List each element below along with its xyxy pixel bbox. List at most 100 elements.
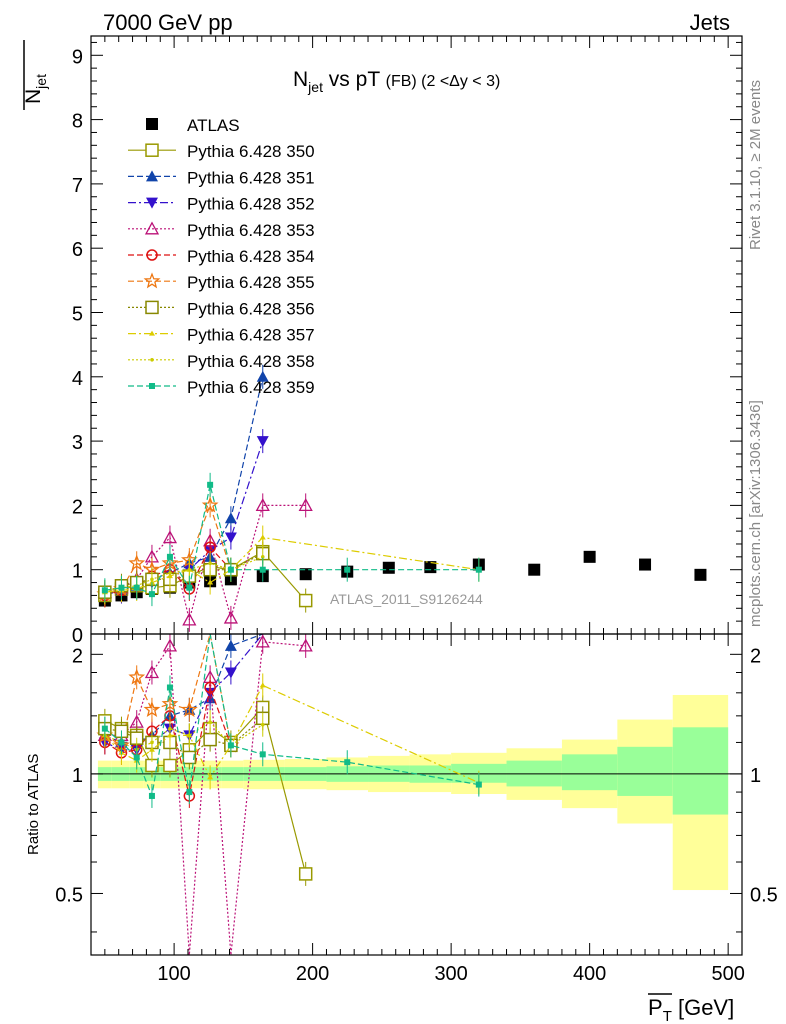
legend-marker: [143, 272, 161, 289]
svg-text:Njet: Njet: [22, 74, 49, 104]
ratio-data-point: [150, 740, 154, 745]
legend-marker: [149, 330, 155, 336]
ratio-data-point: [259, 682, 266, 688]
ratio-data-point: [148, 792, 155, 799]
main-data-point: [101, 587, 108, 594]
main-data-point: [298, 498, 313, 512]
y-tick-label: 7: [72, 175, 83, 197]
main-series-10: [101, 472, 482, 607]
ratio-data-point: [162, 638, 178, 652]
main-data-point: [166, 553, 173, 560]
ratio-series-line: [104, 633, 264, 751]
y-tick-label: 3: [72, 432, 83, 454]
main-data-point: [382, 561, 395, 574]
main-data-point: [227, 566, 234, 573]
legend-marker: [149, 383, 155, 389]
legend-entry: Pythia 6.428 356: [128, 299, 315, 318]
main-data-point: [528, 563, 541, 576]
ratio-data-point: [255, 634, 270, 648]
main-data-point: [256, 436, 269, 448]
main-data-point: [255, 498, 270, 512]
legend-label: ATLAS: [187, 116, 240, 135]
ratio-data-point: [259, 751, 266, 758]
main-data-point: [259, 534, 266, 540]
uncertainty-band-green: [561, 754, 618, 791]
ratio-data-point: [207, 774, 214, 780]
legend-entry: Pythia 6.428 354: [128, 247, 315, 266]
ratio-series-line: [104, 685, 232, 797]
legend-marker: [145, 300, 159, 315]
ratio-data-point: [475, 781, 482, 788]
legend-entry: ATLAS: [146, 116, 240, 135]
main-data-point: [187, 567, 192, 572]
main-series-line: [104, 376, 264, 593]
x-tick-label: 400: [573, 963, 606, 985]
legend-label: Pythia 6.428 351: [187, 168, 315, 187]
legend-marker: [144, 221, 160, 235]
ratio-data-point: [144, 665, 160, 679]
main-data-point: [223, 610, 238, 624]
ratio-y-tick-label: 0.5: [750, 884, 778, 906]
x-tick-label: 500: [711, 963, 744, 985]
ratio-plot-frame: [90, 633, 743, 956]
title-mid: vs pT: [323, 68, 386, 91]
ratio-data-point: [180, 700, 198, 717]
legend-marker: [146, 249, 158, 261]
x-tick-label: 300: [434, 963, 467, 985]
legend-label: Pythia 6.428 355: [187, 273, 315, 292]
main-data-point: [118, 584, 125, 591]
legend-marker: [145, 143, 159, 157]
ratio-y-tick-label: 1: [750, 765, 761, 787]
ratio-data-point: [161, 695, 179, 712]
main-data-point: [207, 579, 214, 585]
ratio-series-line: [104, 706, 307, 875]
y-tick-label: 5: [72, 303, 83, 325]
ratio-y-tick-label: 2: [72, 645, 83, 667]
main-data-point: [299, 568, 312, 581]
legend-entry: Pythia 6.428 353: [128, 221, 315, 240]
legend-label: Pythia 6.428 350: [187, 142, 315, 161]
main-data-point: [583, 550, 596, 563]
y-tick-label: 8: [72, 111, 83, 133]
ratio-series-line: [104, 717, 264, 759]
main-series-2: [98, 364, 269, 605]
title-small: (FB) (2 <Δy < 3): [386, 73, 501, 90]
main-data-point: [224, 512, 237, 524]
analysis-watermark: ATLAS_2011_S9126244: [330, 591, 483, 607]
ratio-data-point: [260, 722, 265, 727]
ratio-series-line: [104, 684, 480, 784]
legend-label: Pythia 6.428 353: [187, 221, 315, 240]
ratio-data-point: [204, 681, 216, 694]
ratio-data-point: [186, 789, 193, 796]
legend-entry: Pythia 6.428 350: [128, 142, 315, 161]
y-tick-label: 9: [72, 46, 83, 68]
main-data-point: [259, 566, 266, 573]
uncertainty-band-green: [617, 746, 673, 796]
ratio-data-point: [143, 700, 161, 717]
main-data-point: [201, 496, 219, 513]
legend-entry: Pythia 6.428 358: [128, 352, 315, 371]
ratio-series-3: [97, 634, 313, 956]
legend-label: Pythia 6.428 358: [187, 352, 315, 371]
main-data-point: [148, 591, 155, 598]
ratio-data-point: [118, 739, 125, 746]
x-tick-label: 200: [296, 963, 329, 985]
y-tick-label: 2: [72, 496, 83, 518]
main-data-point: [224, 532, 237, 544]
legend-label: Pythia 6.428 359: [187, 378, 315, 397]
legend-entry: Pythia 6.428 351: [128, 168, 315, 187]
chart-title: Njet vs pT (FB) (2 <Δy < 3): [293, 68, 500, 95]
y-tick-label: 0: [72, 625, 83, 647]
ratio-series-line: [104, 633, 264, 744]
collision-label: 7000 GeV pp: [103, 10, 233, 35]
y-axis-label: Njet: [22, 40, 49, 110]
main-series-line: [104, 504, 306, 621]
legend-entry: Pythia 6.428 357: [128, 326, 315, 345]
ratio-data-point: [163, 758, 177, 773]
main-data-point: [208, 561, 212, 566]
legend-label: Pythia 6.428 356: [187, 299, 315, 318]
main-data-point: [344, 566, 351, 573]
main-data-point: [639, 558, 652, 571]
main-data-point: [162, 530, 178, 544]
